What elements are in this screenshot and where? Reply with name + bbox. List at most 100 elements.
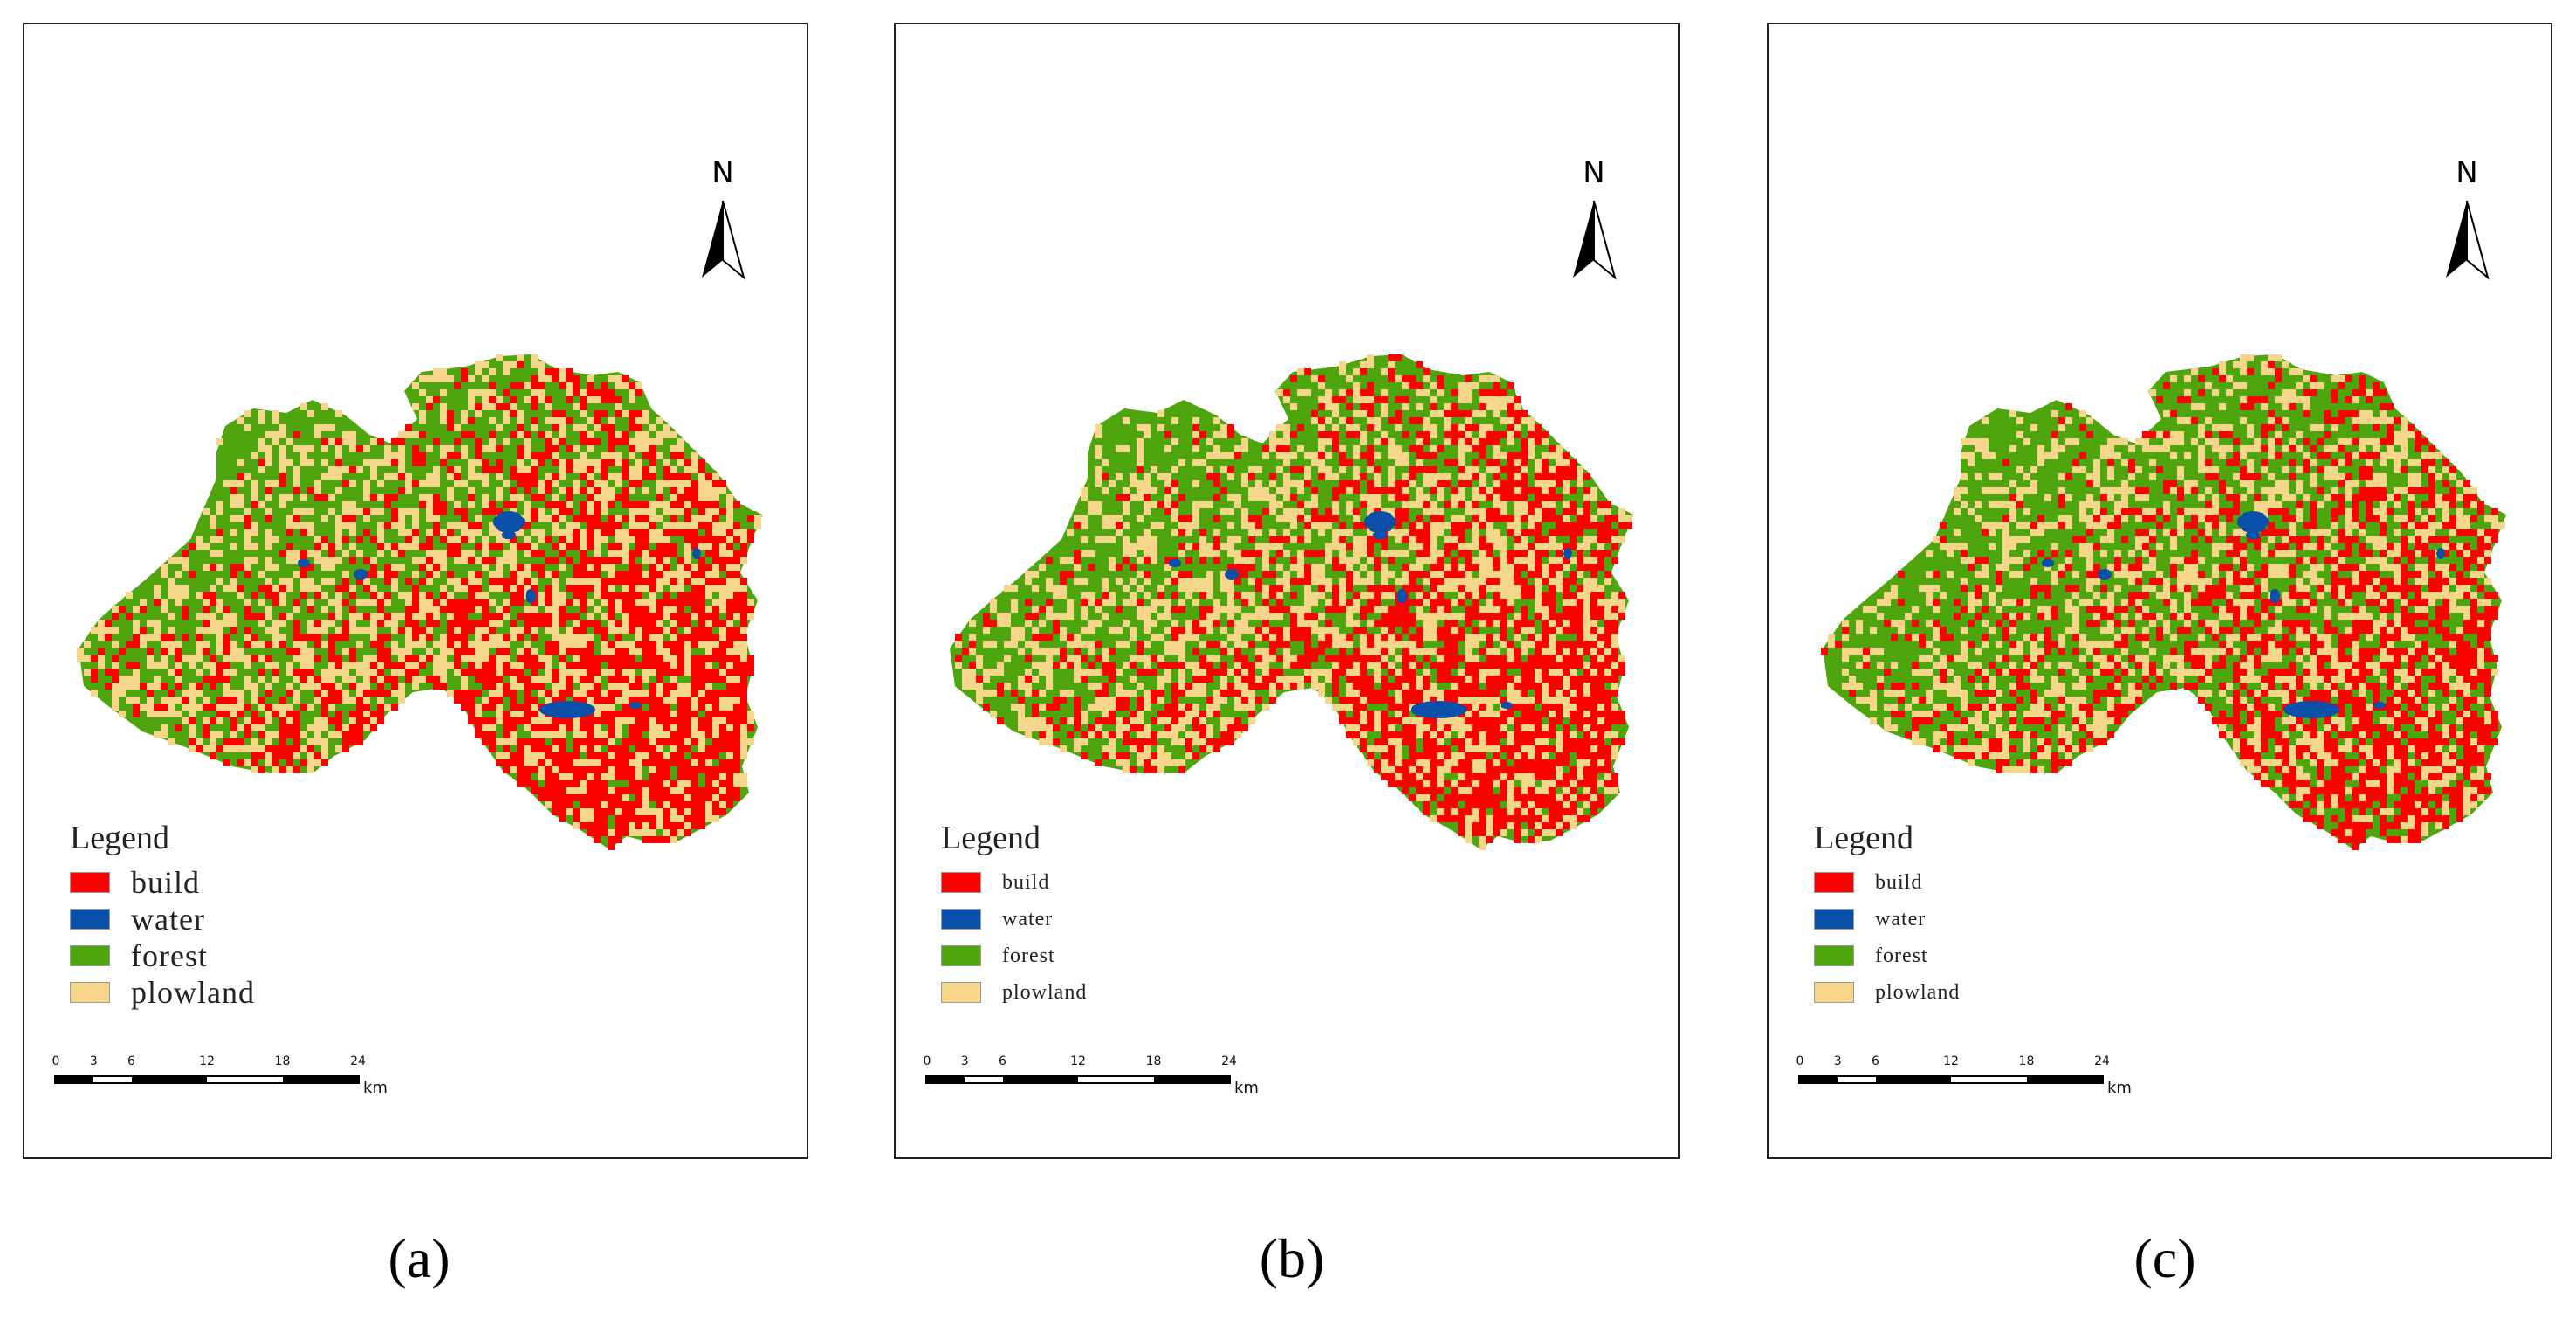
legend-swatch-water: [941, 909, 981, 930]
scale-segment: [927, 1077, 965, 1082]
water-body: [2237, 511, 2269, 532]
legend-item-water: water: [70, 901, 255, 937]
scale-segment: [1951, 1077, 2027, 1082]
scale-segment: [93, 1077, 132, 1082]
land-use-map-c: [1821, 354, 2506, 850]
legend-title: Legend: [70, 820, 169, 856]
land-use-cells: [955, 354, 1632, 850]
scale-bar-track: [54, 1075, 360, 1084]
water-body: [354, 569, 368, 580]
water-body: [2373, 702, 2386, 709]
legend-swatch-build: [941, 872, 981, 893]
land-use-cells: [1821, 354, 2505, 850]
water-body: [1364, 511, 1396, 532]
caption-b: (b): [1259, 1227, 1325, 1289]
land-use-map-b: [950, 354, 1633, 850]
legend-swatch-water: [70, 909, 110, 930]
legend-swatch-plowland: [941, 982, 981, 1003]
legend-swatch-forest: [941, 945, 981, 966]
caption-a: (a): [388, 1227, 450, 1289]
scale-segment: [1875, 1077, 1951, 1082]
legend: Legend build water forest plowland: [1814, 819, 1960, 1011]
north-label: N: [1583, 155, 1605, 190]
scale-segment: [282, 1077, 358, 1082]
scale-tick: 6: [1872, 1054, 1879, 1068]
scale-tick: 0: [52, 1054, 60, 1068]
legend-item-water: water: [941, 901, 1087, 937]
legend-label: water: [131, 902, 205, 937]
scale-bar-track: [1798, 1075, 2104, 1084]
legend-item-build: build: [70, 864, 255, 901]
north-arrow-left-half: [1573, 201, 1594, 278]
scale-tick: 6: [999, 1054, 1006, 1068]
water-body: [2284, 701, 2339, 718]
scale-tick: 3: [89, 1054, 98, 1068]
scale-bar: 0 3 6 12 18 24 km: [1796, 1054, 2165, 1116]
scale-tick: 12: [1070, 1054, 1086, 1068]
legend-item-forest: forest: [70, 937, 255, 974]
water-body: [2246, 531, 2260, 539]
legend: Legend build water forest plowland: [941, 819, 1087, 1011]
legend-item-plowland: plowland: [941, 974, 1087, 1011]
land-use-map-a: [77, 354, 762, 850]
scale-unit: km: [2107, 1079, 2132, 1097]
legend-label: water: [1002, 907, 1054, 930]
water-body: [1563, 548, 1572, 559]
scale-bar-track: [925, 1075, 1231, 1084]
legend-label: forest: [1875, 944, 1928, 967]
legend-swatch-forest: [1814, 945, 1854, 966]
legend-item-plowland: plowland: [70, 974, 255, 1011]
water-body: [2270, 589, 2280, 603]
legend-title: Legend: [1814, 820, 1913, 856]
legend-swatch-build: [70, 872, 110, 893]
scale-segment: [1838, 1077, 1876, 1082]
scale-tick: 24: [1221, 1054, 1237, 1068]
scale-segment: [1153, 1077, 1229, 1082]
scale-segment: [1800, 1077, 1838, 1082]
north-arrow-left-half: [2446, 201, 2467, 278]
north-arrow-left-half: [702, 201, 723, 278]
water-body: [2436, 548, 2445, 559]
scale-segment: [207, 1077, 283, 1082]
legend-label: plowland: [1875, 980, 1961, 1004]
legend-label: forest: [131, 938, 208, 973]
water-body: [526, 589, 536, 603]
legend-item-forest: forest: [941, 937, 1087, 974]
scale-tick: 0: [1796, 1054, 1804, 1068]
north-arrow-right-half: [722, 200, 745, 280]
water-body: [1411, 701, 1467, 718]
legend-item-build: build: [1814, 864, 1960, 901]
scale-segment: [1078, 1077, 1154, 1082]
map-panel-c: N Legend build water forest plowland 0 3…: [1767, 23, 2552, 1159]
scale-tick: 18: [274, 1054, 291, 1068]
scale-segment: [2026, 1077, 2102, 1082]
scale-bar: 0 3 6 12 18 24 km: [923, 1054, 1292, 1116]
legend-swatch-plowland: [1814, 982, 1854, 1003]
caption-c: (c): [2133, 1227, 2196, 1289]
scale-segment: [131, 1077, 207, 1082]
water-body: [1501, 702, 1513, 709]
north-arrow-right-half: [1593, 200, 1617, 280]
north-label: N: [711, 155, 734, 190]
scale-tick: 0: [923, 1054, 931, 1068]
scale-tick: 24: [2094, 1054, 2110, 1068]
scale-unit: km: [363, 1079, 388, 1097]
legend-label: plowland: [131, 975, 255, 1010]
scale-tick: 18: [2018, 1054, 2035, 1068]
legend-swatch-plowland: [70, 982, 110, 1003]
legend-swatch-build: [1814, 872, 1854, 893]
water-body: [1397, 589, 1407, 603]
legend-item-forest: forest: [1814, 937, 1960, 974]
water-body: [1225, 569, 1239, 580]
legend-title: Legend: [941, 820, 1041, 856]
legend-label: build: [1002, 870, 1050, 894]
legend-label: water: [1875, 907, 1927, 930]
legend: Legend build water forest plowland: [70, 819, 255, 1011]
legend-label: forest: [1002, 944, 1055, 967]
scale-segment: [1002, 1077, 1078, 1082]
scale-tick: 24: [350, 1054, 366, 1068]
legend-label: build: [131, 865, 201, 900]
scale-tick: 12: [1943, 1054, 1959, 1068]
water-body: [629, 702, 642, 709]
water-body: [2042, 559, 2054, 567]
